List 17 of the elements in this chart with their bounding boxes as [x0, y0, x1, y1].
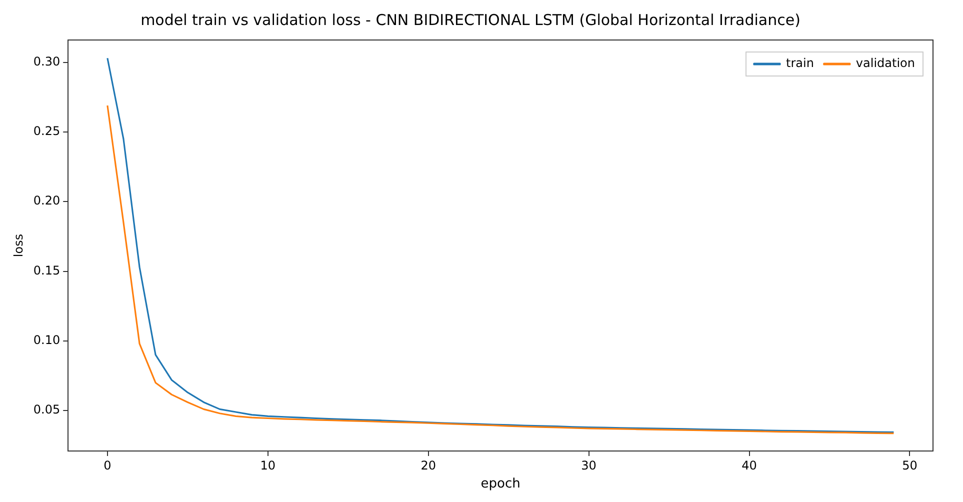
y-tick-label: 0.25 [33, 124, 60, 138]
y-tick-label: 0.15 [33, 263, 60, 278]
legend-label: train [786, 56, 814, 70]
x-tick-label: 20 [420, 458, 436, 472]
y-tick-label: 0.30 [33, 54, 60, 68]
x-tick-label: 10 [260, 458, 276, 472]
y-tick-label: 0.05 [33, 402, 60, 417]
y-tick-label: 0.10 [33, 333, 60, 348]
y-axis-title: loss [11, 234, 26, 258]
x-tick-label: 30 [581, 458, 596, 472]
x-axis-title: epoch [480, 476, 520, 492]
x-tick-label: 0 [104, 458, 112, 472]
x-tick-label: 50 [902, 458, 918, 472]
y-tick-label: 0.20 [33, 194, 60, 208]
legend-label: validation [856, 56, 916, 70]
x-tick-label: 40 [742, 458, 757, 472]
chart-title: model train vs validation loss - CNN BIDIRECTIONAL LSTM (Global Horizontal Irradiance) [140, 10, 800, 29]
